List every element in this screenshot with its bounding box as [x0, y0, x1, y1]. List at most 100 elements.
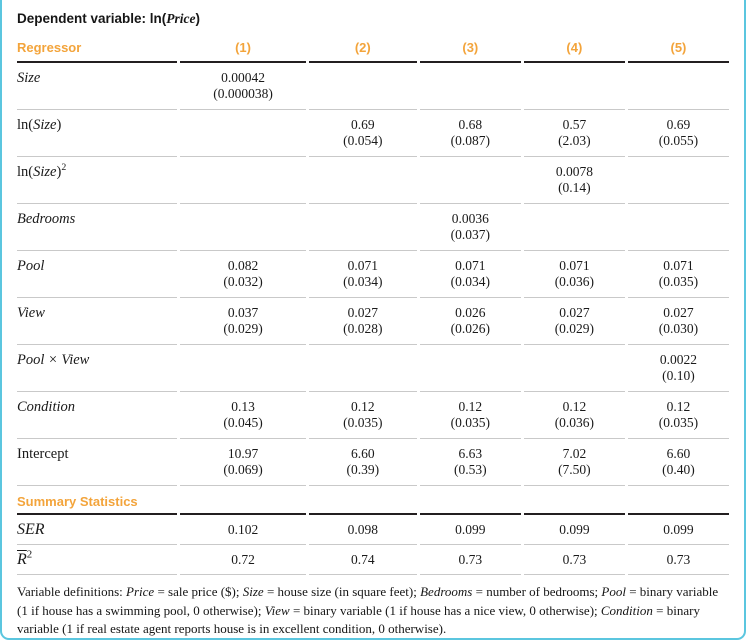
estimate: 0.00042	[221, 70, 265, 85]
std-error: (0.029)	[554, 321, 595, 336]
regressor-label: View	[17, 298, 178, 345]
stat-row-rbar-squared: R2 0.72 0.74 0.73 0.73 0.73	[17, 545, 729, 575]
coef-cell: 0.0022 (0.10)	[627, 345, 729, 392]
footnote-text: Variable definitions:	[17, 584, 127, 599]
std-error: (0.035)	[658, 274, 699, 289]
stat-value: 0.102	[180, 515, 306, 545]
estimate: 0.026	[455, 305, 486, 320]
estimate: 6.63	[458, 446, 483, 461]
coef-cell: 0.68 (0.087)	[419, 110, 521, 157]
variable-definitions-footnote: Variable definitions: Price = sale price…	[14, 575, 732, 638]
regression-table: Regressor (1) (2) (3) (4) (5) Size 0.000…	[14, 38, 732, 575]
std-error: (0.036)	[554, 415, 595, 430]
estimate: 0.69	[666, 117, 691, 132]
regressor-label: ln(Size)	[17, 110, 178, 157]
coef-cell: 0.037 (0.029)	[180, 298, 306, 345]
summary-head-spacer	[523, 486, 625, 515]
coef-cell	[523, 345, 625, 392]
column-header-3: (3)	[419, 38, 521, 63]
std-error: (0.028)	[343, 321, 383, 336]
coef-cell	[627, 63, 729, 110]
estimate: 0.071	[455, 258, 486, 273]
coef-cell	[523, 204, 625, 251]
stat-row-ser: SER 0.102 0.098 0.099 0.099 0.099	[17, 515, 729, 545]
regressor-row-view: View 0.037 (0.029) 0.027 (0.028) 0.026 (0.0…	[17, 298, 729, 345]
coef-cell	[419, 63, 521, 110]
estimate: 0.12	[666, 399, 691, 414]
footnote-var: Condition	[600, 602, 653, 618]
coef-cell: 0.12 (0.035)	[308, 392, 417, 439]
estimate: 0.13	[231, 399, 255, 414]
std-error: (0.030)	[658, 321, 699, 336]
std-error: (0.045)	[223, 415, 263, 430]
estimate: 0.071	[559, 258, 590, 273]
coef-cell: 0.00042 (0.000038)	[180, 63, 306, 110]
estimate: 0.037	[227, 305, 259, 320]
estimate: 0.57	[562, 117, 587, 132]
coef-cell	[308, 204, 417, 251]
coef-cell: 0.027 (0.028)	[308, 298, 417, 345]
std-error: (0.035)	[450, 415, 490, 430]
coef-cell: 0.12 (0.036)	[523, 392, 625, 439]
regressor-label: Pool × View	[17, 345, 178, 392]
coef-cell: 0.13 (0.045)	[180, 392, 306, 439]
coef-cell: 0.69 (0.055)	[627, 110, 729, 157]
std-error: (7.50)	[558, 462, 591, 477]
coef-cell	[180, 157, 306, 204]
regressor-label: Bedrooms	[17, 204, 178, 251]
estimate: 0.0022	[659, 352, 698, 367]
title-suffix: )	[195, 11, 201, 26]
std-error: (0.035)	[658, 415, 699, 430]
std-error: (0.39)	[346, 462, 380, 477]
stat-label: R2	[17, 545, 178, 575]
estimate: 0.69	[350, 117, 375, 132]
stat-value: 0.72	[180, 545, 306, 575]
stat-value: 0.098	[308, 515, 417, 545]
footnote-text: = house size (in square feet);	[263, 584, 421, 599]
coef-cell	[419, 157, 521, 204]
std-error: (0.037)	[450, 227, 490, 242]
stat-value: 0.099	[523, 515, 625, 545]
column-header-4: (4)	[523, 38, 625, 63]
regressor-row-size: Size 0.00042 (0.000038)	[17, 63, 729, 110]
footnote-var: View	[264, 602, 290, 618]
regressor-label: Intercept	[17, 439, 178, 486]
std-error: (0.087)	[450, 133, 490, 148]
regressor-row-condition: Condition 0.13 (0.045) 0.12 (0.035) 0.12 (0…	[17, 392, 729, 439]
estimate: 0.027	[559, 305, 590, 320]
std-error: (0.032)	[223, 274, 263, 289]
estimate: 0.0078	[555, 164, 593, 179]
std-error: (0.055)	[658, 133, 699, 148]
column-header-1: (1)	[180, 38, 306, 63]
footnote-var: Pool	[601, 584, 626, 599]
coef-cell: 0.0036 (0.037)	[419, 204, 521, 251]
coef-cell	[523, 63, 625, 110]
coef-cell	[308, 345, 417, 392]
coef-cell: 6.60 (0.40)	[627, 439, 729, 486]
regressor-row-bedrooms: Bedrooms 0.0036 (0.037)	[17, 204, 729, 251]
estimate: 0.027	[663, 305, 694, 320]
estimate: 0.12	[562, 399, 587, 414]
estimate: 6.60	[350, 446, 375, 461]
regressor-column-header: Regressor	[17, 38, 178, 63]
std-error: (0.53)	[454, 462, 487, 477]
estimate: 0.082	[227, 258, 259, 273]
coef-cell	[627, 204, 729, 251]
regressor-label: Size	[17, 63, 178, 110]
std-error: (0.034)	[450, 274, 490, 289]
std-error: (2.03)	[558, 133, 591, 148]
stat-value: 0.73	[627, 545, 729, 575]
summary-statistics-header-row: Summary Statistics	[17, 486, 729, 515]
coef-cell: 0.071 (0.034)	[419, 251, 521, 298]
coef-cell: 6.63 (0.53)	[419, 439, 521, 486]
summary-head-spacer	[419, 486, 521, 515]
regressor-row-ln-size: ln(Size) 0.69 (0.054) 0.68 (0.087) 0.57 (2.…	[17, 110, 729, 157]
footnote-text: = sale price ($);	[154, 584, 243, 599]
coef-cell: 0.071 (0.034)	[308, 251, 417, 298]
std-error: (0.14)	[558, 180, 591, 195]
column-header-2: (2)	[308, 38, 417, 63]
coef-cell: 0.69 (0.054)	[308, 110, 417, 157]
footnote-text: = binary variable (1 if house has a nice…	[289, 602, 601, 618]
estimate: 0.0036	[451, 211, 489, 226]
